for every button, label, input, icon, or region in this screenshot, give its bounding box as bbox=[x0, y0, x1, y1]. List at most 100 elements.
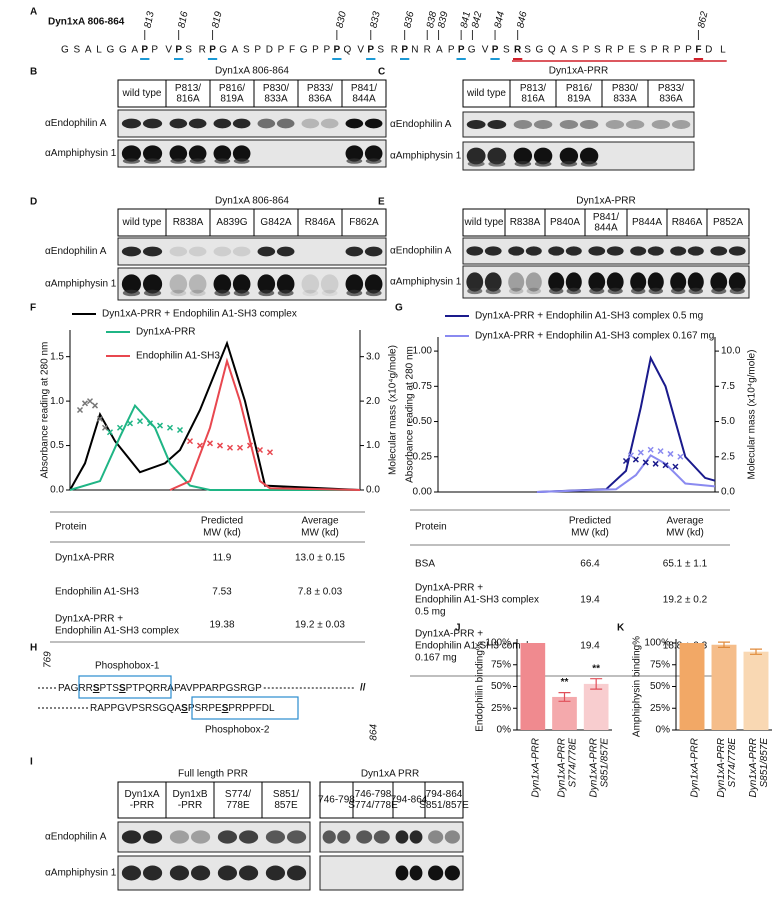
lane-label: P813/ bbox=[520, 83, 546, 94]
band bbox=[143, 158, 162, 164]
row-label: αAmphiphysin 1 bbox=[45, 148, 117, 159]
position-label: 862 bbox=[696, 10, 710, 29]
mass-marker bbox=[106, 429, 114, 436]
lane-label: 746-798 bbox=[318, 795, 355, 806]
sequence-segment: P bbox=[209, 45, 216, 56]
band bbox=[579, 120, 599, 129]
band bbox=[213, 145, 232, 162]
table-cell: 11.9 bbox=[213, 553, 232, 564]
table-cell: 19.4 bbox=[580, 595, 600, 606]
mass-marker bbox=[86, 398, 94, 405]
y-tick-label: 50% bbox=[491, 681, 511, 692]
table-cell: 19.2 ± 0.2 bbox=[663, 595, 708, 606]
group-title: Full length PRR bbox=[178, 769, 248, 780]
lane-label: S774/778E bbox=[348, 800, 398, 811]
error-bar bbox=[558, 691, 571, 702]
band bbox=[169, 246, 188, 257]
y2-tick-label: 2.0 bbox=[366, 396, 380, 407]
chromatogram-line bbox=[536, 454, 716, 493]
band bbox=[729, 287, 745, 295]
row-label: αAmphiphysin 1 bbox=[45, 279, 117, 290]
y2-tick-label: 1.0 bbox=[366, 440, 380, 451]
lane-label: P830/ bbox=[263, 83, 289, 94]
sequence-segment: PAGRR bbox=[58, 683, 93, 694]
lane-label: 833A bbox=[264, 93, 288, 104]
mass-marker bbox=[256, 446, 264, 454]
band bbox=[189, 289, 206, 297]
band bbox=[631, 287, 646, 295]
lane-label: P833/ bbox=[307, 83, 333, 94]
band bbox=[301, 118, 320, 129]
significance: ** bbox=[592, 663, 600, 674]
x-tick-label: Dyn1xA-PRR bbox=[748, 738, 759, 797]
band bbox=[364, 145, 383, 162]
mass-marker bbox=[662, 462, 669, 469]
band bbox=[466, 120, 486, 129]
lane-label: wild type bbox=[464, 217, 504, 228]
band bbox=[548, 246, 565, 256]
y-tick-label: 0.25 bbox=[413, 451, 433, 462]
table-cell: 0.5 mg bbox=[415, 607, 446, 618]
sequence-segment: PTS bbox=[100, 683, 120, 694]
mass-marker bbox=[657, 448, 664, 455]
table-header: Protein bbox=[415, 522, 447, 533]
band bbox=[121, 246, 142, 257]
band bbox=[258, 289, 275, 297]
lane-label: R846A bbox=[672, 217, 703, 228]
band bbox=[508, 272, 525, 292]
lane-label: -PRR bbox=[178, 800, 202, 811]
bar bbox=[552, 696, 577, 730]
panel-letter: E bbox=[378, 197, 385, 208]
table-header: Average bbox=[301, 516, 339, 527]
x-tick-label: S851/857E bbox=[599, 738, 610, 788]
lane-label: P841/ bbox=[351, 83, 377, 94]
lane-label: 794-864 bbox=[391, 795, 428, 806]
band bbox=[526, 287, 541, 295]
lane-label: P830/ bbox=[612, 83, 638, 94]
lane-header bbox=[462, 208, 750, 237]
sequence-segment: PRPPFDL bbox=[228, 703, 275, 714]
lane-label: -PRR bbox=[130, 800, 154, 811]
lane-label: wild type bbox=[122, 217, 162, 228]
mass-marker bbox=[206, 440, 214, 447]
sequence-segment: P bbox=[367, 45, 374, 56]
legend-label: Dyn1xA-PRR + Endophilin A1-SH3 complex bbox=[102, 309, 297, 320]
lane-label: G842A bbox=[260, 217, 291, 228]
band bbox=[322, 830, 336, 844]
panel-letter: K bbox=[617, 623, 625, 634]
band bbox=[647, 272, 664, 292]
band bbox=[265, 830, 286, 844]
table-cell: 19.4 bbox=[580, 641, 600, 652]
band bbox=[232, 145, 251, 162]
band bbox=[466, 246, 484, 256]
band bbox=[525, 246, 542, 256]
y2-tick-label: 5.0 bbox=[721, 416, 735, 427]
error-bar bbox=[590, 678, 603, 690]
band bbox=[217, 865, 238, 881]
band bbox=[509, 287, 524, 295]
blot-image bbox=[117, 109, 387, 138]
table-cell: 19.2 ± 0.03 bbox=[295, 620, 345, 631]
band bbox=[514, 161, 532, 167]
y-tick-label: 0.0 bbox=[50, 485, 64, 496]
panel-letter: F bbox=[30, 303, 36, 314]
y-axis-label: Absorbance reading at 280 nm bbox=[40, 342, 51, 479]
mass-marker bbox=[632, 456, 639, 463]
legend-label: Endophilin A1-SH3 bbox=[136, 351, 220, 362]
lane-label: P852A bbox=[713, 217, 743, 228]
sequence-segment: GASPDPFGPP bbox=[219, 45, 330, 56]
band bbox=[630, 272, 647, 292]
band bbox=[580, 161, 598, 167]
band bbox=[232, 118, 251, 129]
band bbox=[364, 274, 383, 294]
sequence-segment: PSRPE bbox=[188, 703, 222, 714]
table-cell: 13.0 ± 0.15 bbox=[295, 553, 345, 564]
chromatogram-line bbox=[69, 340, 361, 491]
mass-marker bbox=[246, 442, 254, 449]
band bbox=[565, 272, 582, 292]
band bbox=[625, 120, 645, 129]
significance: ** bbox=[561, 677, 569, 688]
band bbox=[364, 246, 383, 257]
band bbox=[607, 287, 623, 295]
phosphobox-label: Phosphobox-1 bbox=[95, 661, 160, 672]
